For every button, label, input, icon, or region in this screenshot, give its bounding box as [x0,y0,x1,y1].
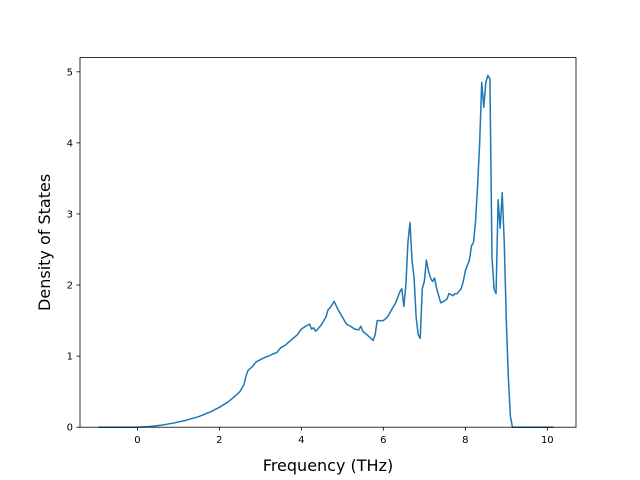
y-tick-label: 0 [67,423,73,434]
y-axis-ticks: 0 1 2 3 4 5 [67,67,80,434]
y-tick-label: 4 [67,138,73,149]
x-tick-label: 2 [216,435,222,446]
y-axis-label: Density of States [35,174,54,311]
x-tick-label: 4 [298,435,304,446]
x-axis-label: Frequency (THz) [263,456,393,475]
dos-series-line [98,74,554,428]
plot-area-frame [79,57,577,428]
y-tick-label: 3 [67,209,73,220]
x-axis-ticks: 0 2 4 6 8 10 [134,427,554,446]
y-tick-label: 1 [67,352,73,363]
x-tick-label: 6 [380,435,386,446]
x-tick-label: 0 [134,435,140,446]
y-tick-label: 2 [67,281,73,292]
x-tick-label: 10 [541,435,554,446]
x-tick-label: 8 [462,435,468,446]
y-tick-label: 5 [67,67,73,78]
